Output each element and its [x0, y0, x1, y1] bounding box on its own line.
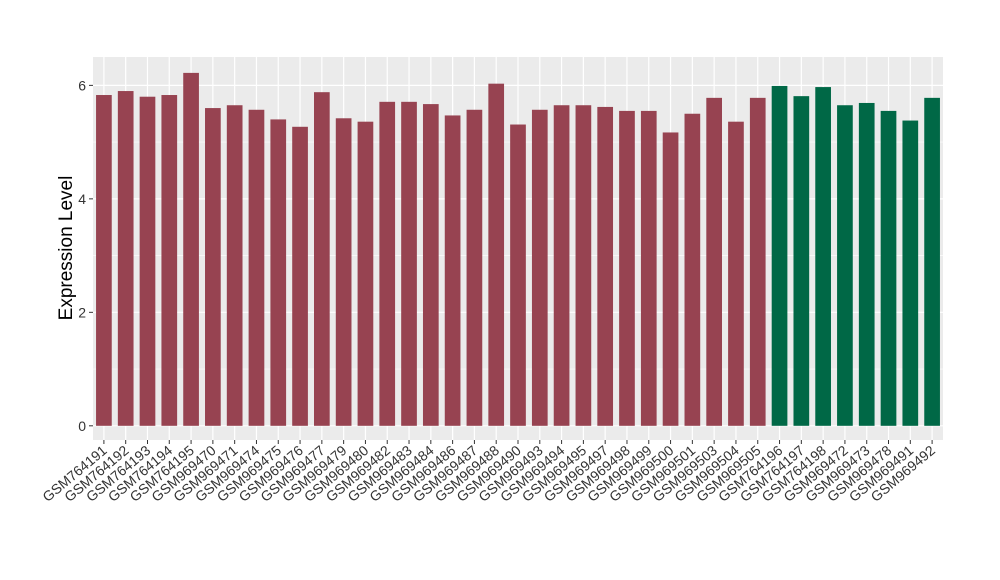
bar-GSM969475 [270, 119, 287, 426]
bar-GSM969497 [597, 106, 614, 426]
bar-GSM764194 [161, 95, 178, 426]
bar-GSM969477 [314, 92, 330, 426]
bar-GSM969471 [226, 105, 243, 426]
bar-GSM969500 [662, 132, 679, 426]
bar-GSM764191 [96, 95, 112, 426]
bar-GSM969490 [510, 124, 526, 426]
bar-GSM969474 [248, 109, 265, 426]
bar-GSM969479 [335, 118, 352, 426]
bars [96, 72, 940, 426]
bar-GSM764195 [183, 72, 199, 426]
bar-GSM969478 [880, 110, 897, 426]
y-tick-label: 0 [78, 418, 86, 434]
bar-GSM969486 [444, 115, 461, 426]
bar-GSM764192 [117, 91, 134, 426]
bar-GSM764196 [771, 85, 788, 426]
bar-GSM969499 [640, 110, 657, 426]
bar-GSM764198 [815, 87, 831, 426]
bar-GSM969482 [379, 101, 396, 426]
bar-GSM969501 [684, 113, 701, 426]
bar-GSM969493 [531, 109, 548, 426]
bar-GSM969503 [706, 97, 722, 426]
bar-GSM969488 [488, 83, 505, 426]
x-axis: GSM764191GSM764192GSM764193GSM764194GSM7… [39, 440, 938, 505]
bar-GSM969480 [357, 121, 374, 426]
bar-GSM969473 [858, 102, 875, 426]
bar-GSM969504 [728, 121, 744, 426]
bar-GSM969470 [205, 108, 221, 426]
bar-GSM969487 [466, 109, 483, 426]
bar-GSM969505 [749, 97, 766, 426]
bar-GSM969476 [292, 126, 308, 426]
y-axis: 0 2 4 6 [78, 77, 93, 434]
y-tick-label: 2 [78, 304, 86, 320]
bar-GSM764193 [139, 96, 156, 426]
bar-GSM969498 [619, 110, 635, 426]
bar-GSM969494 [553, 105, 570, 426]
bar-GSM969484 [422, 104, 439, 426]
bar-GSM969492 [924, 97, 940, 426]
bar-GSM969483 [401, 101, 417, 426]
y-tick-label: 6 [78, 77, 86, 93]
bar-GSM969472 [837, 105, 853, 426]
bar-GSM969491 [902, 120, 919, 426]
bar-GSM969495 [575, 105, 592, 426]
y-axis-title: Expression Level [56, 176, 77, 321]
y-tick-label: 4 [78, 191, 86, 207]
bar-GSM764197 [793, 96, 810, 426]
